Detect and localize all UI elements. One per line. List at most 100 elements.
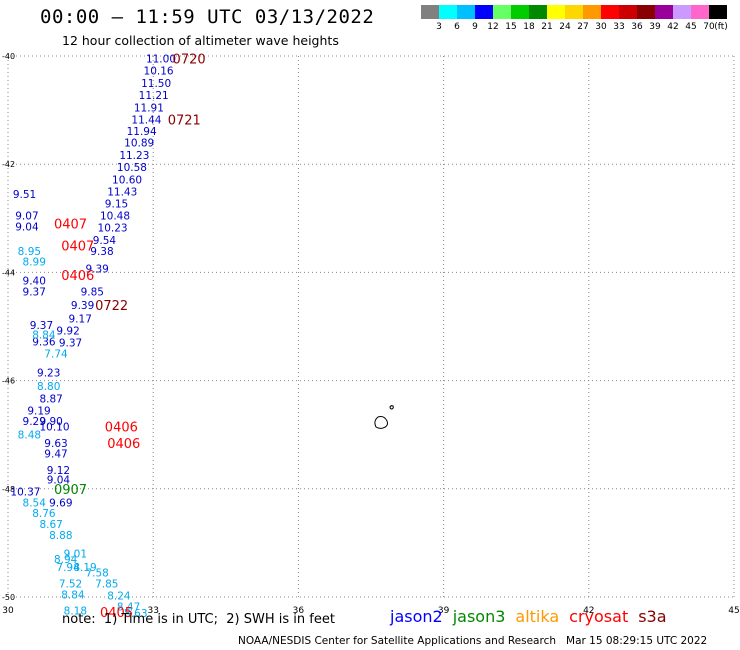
- pass-time-label: 0406: [107, 437, 140, 452]
- satellite-name: jason2: [390, 607, 443, 626]
- wave-height-value: 8.67: [39, 519, 62, 531]
- satellite-name: altika: [515, 607, 560, 626]
- legend-swatch: [619, 5, 637, 19]
- satellite-name: cryosat: [569, 607, 629, 626]
- wave-height-value: 7.58: [85, 568, 108, 580]
- lon-tick-label: 45: [728, 606, 739, 616]
- wave-height-value: 9.17: [69, 313, 92, 325]
- wave-height-value: 10.16: [144, 66, 174, 78]
- wave-height-value: 8.48: [18, 430, 41, 442]
- wave-height-value: 11.43: [107, 186, 137, 198]
- wave-height-value: 8.19: [73, 562, 96, 574]
- pass-time-label: 0406: [61, 269, 94, 284]
- legend-swatch: [475, 5, 493, 19]
- lat-tick-label: -50: [2, 593, 15, 602]
- observation-labels: 11.0010.1611.5011.2111.9111.4411.9410.89…: [10, 54, 176, 621]
- satellite-name: jason3: [452, 607, 506, 626]
- wave-height-value: 8.84: [61, 589, 85, 601]
- lon-tick-label: 30: [2, 606, 14, 616]
- legend-swatch: [637, 5, 655, 19]
- wave-height-value: 9.69: [49, 497, 72, 509]
- legend-tick-label: 45: [685, 22, 697, 32]
- wave-height-value: 9.36: [32, 337, 56, 349]
- legend-tick-label: 9: [472, 22, 478, 32]
- legend-swatch: [655, 5, 673, 19]
- wave-height-value: 9.37: [30, 320, 53, 332]
- wave-height-value: 9.04: [47, 475, 71, 487]
- legend-swatch: [439, 5, 457, 19]
- wave-height-value: 11.21: [139, 90, 169, 102]
- wave-height-value: 9.12: [47, 465, 70, 477]
- legend-swatch: [709, 5, 727, 19]
- wave-height-value: 11.23: [119, 150, 149, 162]
- wave-height-value: 9.29: [23, 416, 46, 428]
- wave-height-value: 9.37: [23, 286, 46, 298]
- legend-swatch: [547, 5, 565, 19]
- page-title: 00:00 – 11:59 UTC 03/13/2022: [40, 6, 375, 28]
- wave-height-value: 8.99: [23, 257, 46, 269]
- wave-height-value: 9.92: [56, 325, 79, 337]
- legend-swatch: [493, 5, 511, 19]
- wave-height-value: 9.37: [59, 338, 82, 350]
- wave-height-value: 8.95: [18, 246, 41, 258]
- lon-tick-label: 36: [293, 606, 305, 616]
- wave-height-value: 8.24: [107, 590, 131, 602]
- wave-height-value: 10.58: [117, 162, 147, 174]
- wave-height-value: 8.87: [39, 393, 62, 405]
- wave-height-value: 9.15: [105, 199, 128, 211]
- legend-tick-label: 21: [541, 22, 553, 32]
- island-outline: [374, 405, 394, 429]
- legend-tick-label: 42: [667, 22, 679, 32]
- legend-swatch: [565, 5, 583, 19]
- legend-swatch: [529, 5, 547, 19]
- grid-lines: [7, 55, 735, 598]
- credit-line: NOAA/NESDIS Center for Satellite Applica…: [238, 635, 708, 647]
- wave-height-value: 9.38: [90, 246, 113, 258]
- wave-height-value: 9.39: [85, 264, 108, 276]
- wave-height-value: 10.37: [10, 487, 40, 499]
- wave-height-value: 10.23: [98, 222, 128, 234]
- wave-height-value: 10.89: [124, 138, 154, 150]
- wave-height-value: 11.00: [146, 54, 176, 66]
- pass-time-label: 0907: [54, 483, 87, 498]
- lon-tick-label: 39: [438, 606, 450, 616]
- pass-time-label: 0407: [61, 239, 94, 254]
- lon-tick-label: 33: [147, 606, 158, 616]
- color-legend: 3 6 9 12 15 18 21 24 27 30 33 36 39 42 45 70 (ft): [421, 5, 729, 33]
- wave-height-value: 8.88: [49, 530, 72, 542]
- pass-time-label: 0406: [105, 421, 138, 436]
- legend-swatch: [691, 5, 709, 19]
- wave-height-value: 8.76: [32, 508, 56, 520]
- axis-labels: 30 33 36 39 42 45 -40 -42 -44 -46 -48 -50: [2, 52, 740, 616]
- wave-height-value: 9.39: [71, 300, 94, 312]
- lat-tick-label: -42: [2, 160, 15, 169]
- legend-swatch: [601, 5, 619, 19]
- legend-swatch: [511, 5, 529, 19]
- wave-height-value: 8.94: [54, 554, 78, 566]
- wave-height-value: 8.18: [64, 606, 87, 618]
- wave-height-value: 7.52: [59, 578, 82, 590]
- legend-tick-label: 27: [577, 22, 589, 32]
- lat-tick-label: -46: [2, 377, 15, 386]
- lat-tick-label: -40: [2, 52, 15, 61]
- wave-height-value: 11.50: [141, 78, 171, 90]
- wave-height-value: 11.94: [127, 126, 157, 138]
- lon-tick-label: 42: [583, 606, 594, 616]
- wave-height-value: 8.54: [23, 497, 47, 509]
- wave-height-value: 9.19: [27, 405, 50, 417]
- legend-tick-label: 18: [523, 22, 535, 32]
- lat-tick-label: -44: [2, 268, 15, 277]
- wave-height-value: 9.23: [37, 367, 60, 379]
- legend-tick-label: 36: [631, 22, 643, 32]
- wave-height-value: 9.85: [81, 286, 104, 298]
- wave-height-value: 9.07: [15, 211, 38, 223]
- pass-time-label: 0405: [100, 606, 133, 621]
- legend-swatch: [421, 5, 439, 19]
- wave-height-value: 9.40: [23, 276, 46, 288]
- wave-height-value: 8.47: [117, 602, 140, 614]
- wave-height-value: 9.47: [44, 449, 67, 461]
- legend-swatch: [583, 5, 601, 19]
- page-subtitle: 12 hour collection of altimeter wave hei…: [62, 33, 339, 48]
- wave-height-value: 10.48: [100, 211, 130, 223]
